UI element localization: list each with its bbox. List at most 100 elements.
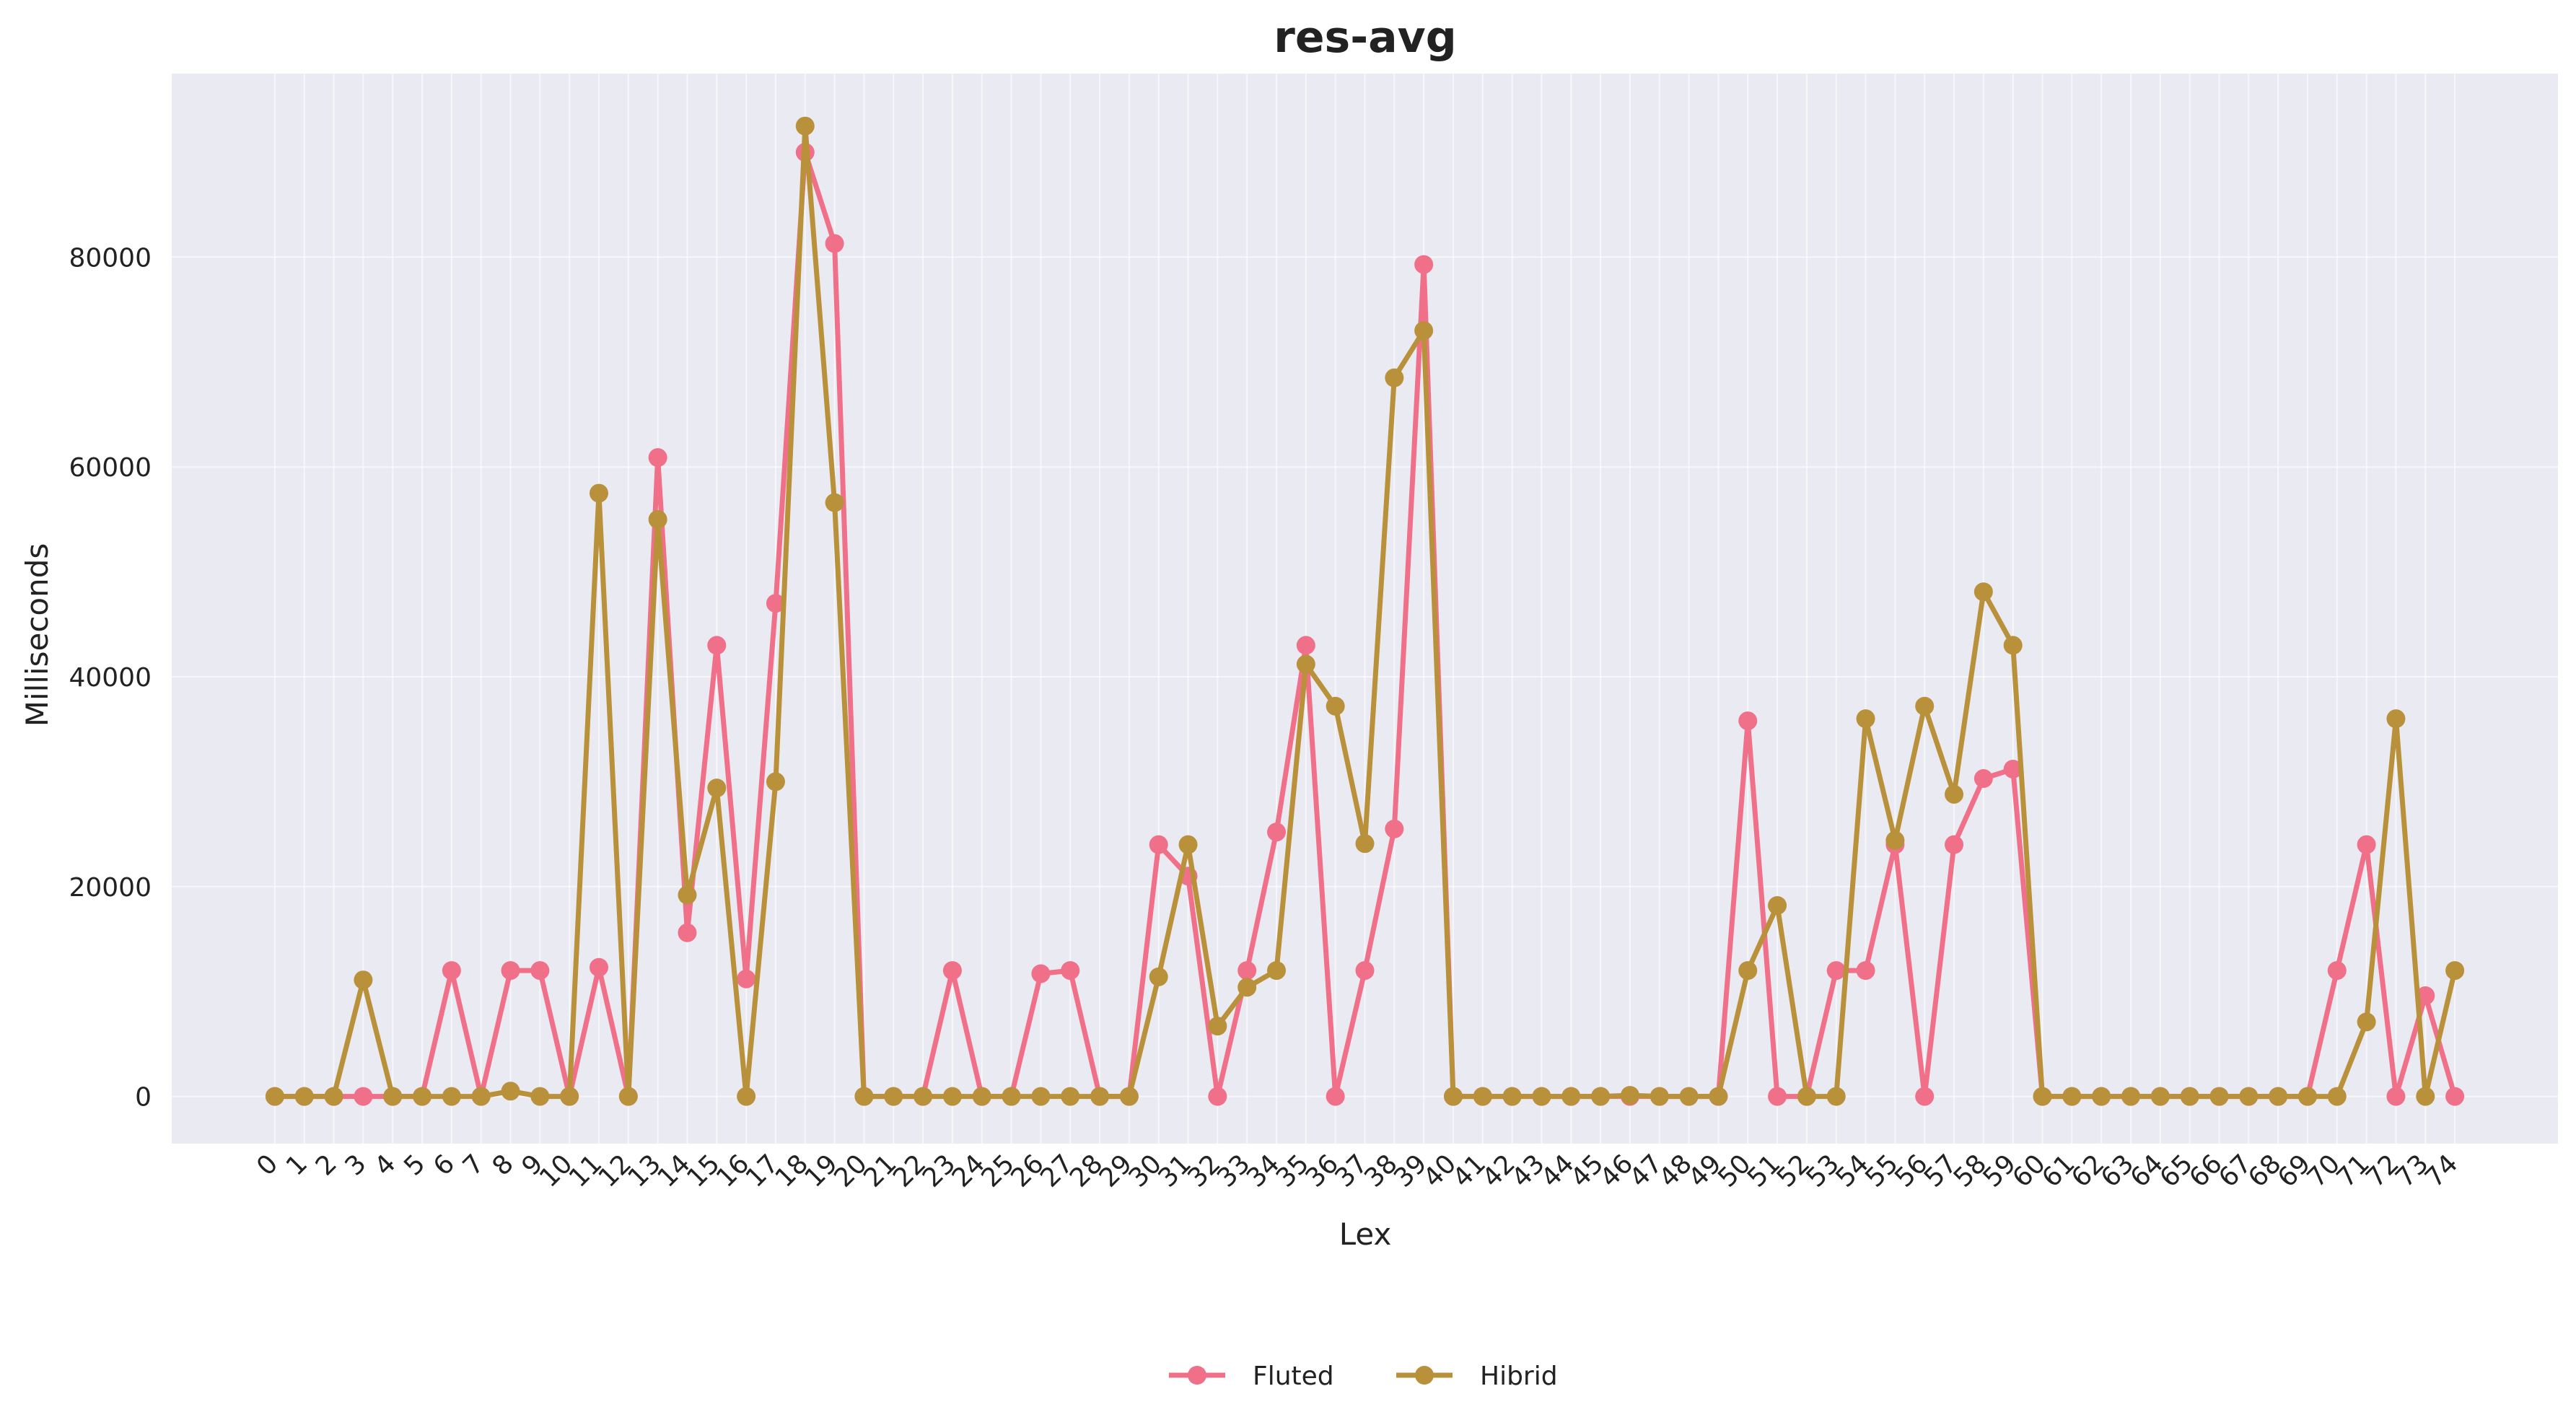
data-point <box>1473 1087 1492 1106</box>
data-point <box>1178 835 1198 854</box>
data-point <box>942 961 962 981</box>
chart-title: res-avg <box>1274 12 1456 63</box>
series-hibrid <box>265 116 2465 1106</box>
data-point <box>1237 978 1257 997</box>
data-point <box>737 1087 756 1106</box>
data-point <box>442 1087 461 1106</box>
data-point <box>294 1087 314 1106</box>
data-point <box>1385 819 1404 838</box>
data-point <box>1826 961 1846 981</box>
data-point <box>2416 986 2435 1005</box>
y-tick-label: 60000 <box>69 453 152 483</box>
data-point <box>1326 696 1345 716</box>
data-point <box>1945 784 1964 804</box>
data-point <box>2357 1012 2376 1032</box>
data-point <box>884 1087 903 1106</box>
data-point <box>1355 834 1375 854</box>
legend-swatch-marker <box>1188 1366 1206 1385</box>
data-point <box>2003 759 2023 779</box>
data-point <box>1532 1087 1551 1106</box>
data-point <box>1296 636 1315 655</box>
data-point <box>1679 1087 1699 1106</box>
y-axis-label: Milliseconds <box>19 543 55 727</box>
data-point <box>1945 835 1964 854</box>
data-point <box>2121 1087 2141 1106</box>
data-point <box>1915 1087 1935 1106</box>
data-point <box>1650 1087 1669 1106</box>
data-point <box>1002 1087 1021 1106</box>
data-point <box>678 885 697 905</box>
legend-label: Fluted <box>1253 1362 1334 1391</box>
data-point <box>1090 1087 1110 1106</box>
y-tick-label: 20000 <box>69 873 152 903</box>
data-point <box>560 1087 579 1106</box>
legend-item-fluted: Fluted <box>1169 1362 1334 1391</box>
data-point <box>1149 835 1168 854</box>
data-point <box>1502 1087 1522 1106</box>
data-point <box>413 1087 432 1106</box>
data-point <box>1768 1087 1787 1106</box>
data-point <box>766 594 785 613</box>
data-point <box>1973 769 1993 789</box>
data-point <box>1797 1087 1816 1106</box>
data-point <box>1973 582 1993 602</box>
data-point <box>1591 1087 1611 1106</box>
data-point <box>1119 1087 1139 1106</box>
data-point <box>2386 709 2406 729</box>
legend-swatch-marker <box>1415 1366 1434 1385</box>
data-point <box>2386 1087 2406 1106</box>
data-point <box>825 493 844 512</box>
series-layer <box>265 116 2465 1106</box>
y-tick-label: 40000 <box>69 663 152 693</box>
data-point <box>825 234 844 253</box>
data-point <box>1326 1087 1345 1106</box>
legend: Fluted Hibrid <box>1169 1362 1558 1391</box>
data-point <box>2445 961 2465 981</box>
data-point <box>2092 1087 2111 1106</box>
data-point <box>2327 1087 2347 1106</box>
data-point <box>1208 1017 1227 1036</box>
legend-label: Hibrid <box>1480 1362 1558 1391</box>
data-point <box>1296 654 1315 674</box>
data-point <box>1267 823 1287 842</box>
data-point <box>471 1087 491 1106</box>
data-point <box>795 116 815 136</box>
data-point <box>2445 1087 2465 1106</box>
data-point <box>501 1082 520 1101</box>
data-point <box>2239 1087 2259 1106</box>
data-point <box>383 1087 403 1106</box>
data-point <box>501 961 520 981</box>
data-point <box>648 448 667 468</box>
data-point <box>589 483 608 503</box>
data-point <box>354 1087 373 1106</box>
data-point <box>707 779 727 798</box>
data-point <box>1267 961 1287 981</box>
data-point <box>354 970 373 990</box>
data-point <box>1031 964 1051 983</box>
data-point <box>2062 1087 2082 1106</box>
data-point <box>648 509 667 529</box>
data-point <box>2327 961 2347 981</box>
y-tick-label: 0 <box>135 1083 152 1113</box>
data-point <box>265 1087 284 1106</box>
data-point <box>1709 1087 1728 1106</box>
data-point <box>2209 1087 2229 1106</box>
data-point <box>1856 709 1875 729</box>
data-point <box>1061 1087 1080 1106</box>
data-point <box>1355 961 1375 981</box>
data-point <box>1385 368 1404 387</box>
data-point <box>1443 1087 1463 1106</box>
data-point <box>1738 711 1758 731</box>
data-point <box>2269 1087 2288 1106</box>
data-point <box>737 969 756 988</box>
data-point <box>2297 1087 2317 1106</box>
data-point <box>1414 255 1434 274</box>
data-point <box>2416 1087 2435 1106</box>
data-point <box>1915 696 1935 716</box>
y-ticks: 0 20000 40000 60000 80000 <box>69 243 152 1112</box>
data-point <box>2150 1087 2170 1106</box>
data-point <box>589 957 608 977</box>
data-point <box>1856 961 1875 981</box>
x-axis-label: Lex <box>1339 1216 1392 1252</box>
